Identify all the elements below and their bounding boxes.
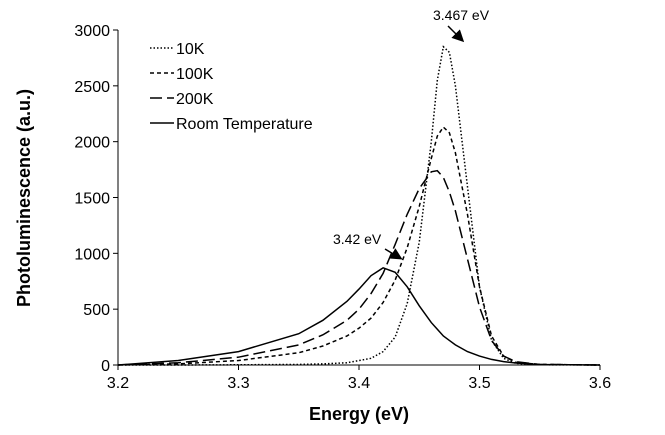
line-series (117, 169, 601, 366)
y-axis-title: Photoluminescence (a.u.) (14, 89, 34, 307)
y-tick-label: 3000 (74, 23, 110, 40)
legend-label: 100K (176, 66, 214, 83)
annotation: 3.467 eV (433, 7, 490, 23)
x-axis-title: Energy (eV) (309, 404, 409, 424)
annotation: 3.42 eV (333, 231, 382, 247)
line-series (118, 45, 601, 366)
y-tick-label: 500 (83, 302, 110, 319)
x-tick-label: 3.3 (227, 375, 249, 392)
y-tick-label: 2000 (74, 135, 110, 152)
x-tick-label: 3.2 (107, 375, 129, 392)
line-series (117, 267, 601, 366)
y-tick-label: 1000 (74, 246, 110, 263)
legend-label: Room Temperature (176, 116, 313, 133)
y-tick-label: 2500 (74, 79, 110, 96)
x-tick-label: 3.5 (468, 375, 490, 392)
annotation-arrow (447, 25, 465, 43)
x-tick-label: 3.6 (589, 375, 611, 392)
legend-label: 10K (176, 41, 205, 58)
legend-label: 200K (176, 91, 214, 108)
x-tick-label: 3.4 (348, 375, 370, 392)
line-series (117, 126, 601, 366)
y-tick-label: 0 (101, 358, 110, 375)
annotation-arrow (384, 248, 403, 260)
y-tick-label: 1500 (74, 191, 110, 208)
